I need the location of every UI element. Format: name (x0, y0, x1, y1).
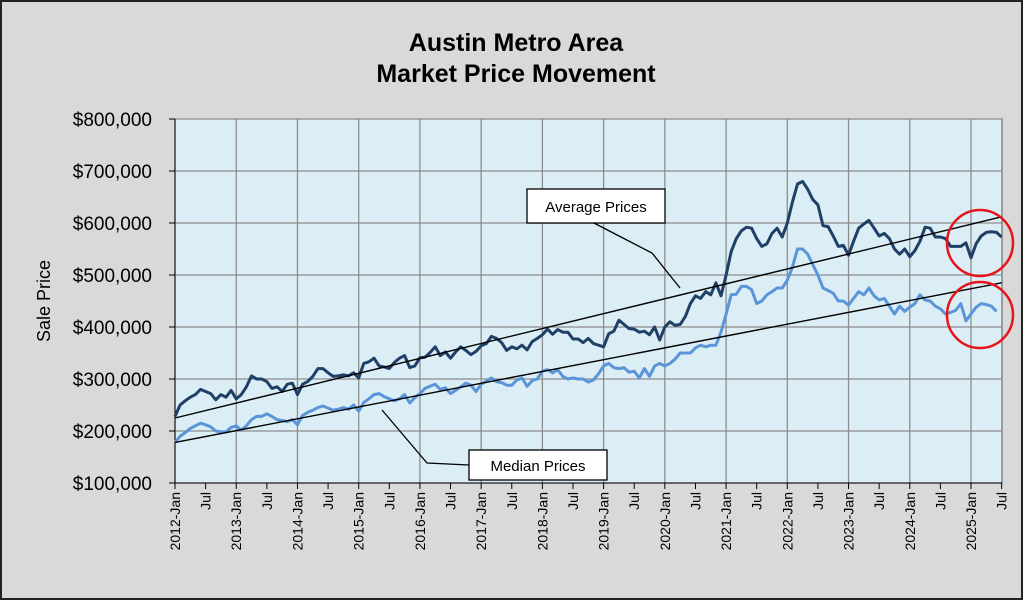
x-tick-label: Jul (320, 492, 336, 510)
median-prices-line (173, 247, 998, 444)
plot-area (174, 118, 1003, 484)
trend-lines (174, 216, 1002, 444)
y-tick-label: $400,000 (73, 318, 152, 339)
x-tick-label: 2024-Jan (902, 492, 918, 550)
x-tick-label: 2015-Jan (351, 492, 367, 550)
y-tick-label: $300,000 (73, 370, 152, 391)
x-tick-label: Jul (687, 492, 703, 510)
x-tick-label: Jul (932, 492, 948, 510)
chart-title-line-2: Market Price Movement (376, 60, 656, 88)
x-tick-label: Jul (381, 492, 397, 510)
x-tick-label: 2014-Jan (289, 492, 305, 550)
median-callout-text: Median Prices (490, 458, 585, 475)
x-tick-label: 2025-Jan (963, 492, 979, 550)
y-tick-label: $800,000 (73, 110, 152, 131)
x-tick-label: Jul (626, 492, 642, 510)
x-tick-label: 2022-Jan (779, 492, 795, 550)
x-tick-label: Jul (259, 492, 275, 510)
x-tick-label: 2012-Jan (167, 492, 183, 550)
x-tick-label: 2020-Jan (657, 492, 673, 550)
x-tick-label: Jul (198, 492, 214, 510)
median-highlight-circle (945, 280, 1015, 350)
x-tick-label: Jul (565, 492, 581, 510)
x-tick-label: Jul (443, 492, 459, 510)
x-tick-label: Jul (810, 492, 826, 510)
average-highlight-circle (945, 208, 1015, 278)
y-tick-label: $700,000 (73, 162, 152, 183)
y-axis-label: Sale Price (34, 260, 54, 342)
y-tick-label: $600,000 (73, 214, 152, 235)
x-tick-label: 2021-Jan (718, 492, 734, 550)
median-prices-callout: Median Prices (381, 409, 608, 481)
chart-title-line-1: Austin Metro Area (409, 29, 624, 57)
average-prices-callout: Average Prices (526, 188, 681, 289)
x-tick-label: 2023-Jan (841, 492, 857, 550)
average-callout-leader (591, 221, 681, 289)
y-tick-label: $500,000 (73, 266, 152, 287)
y-axis-ticks: $100,000 $200,000 $300,000 $400,000 $500,000… (73, 110, 175, 495)
y-tick-label: $100,000 (73, 474, 152, 495)
median-callout-box (468, 449, 608, 481)
x-tick-label: Jul (749, 492, 765, 510)
median-callout-leader (381, 409, 470, 466)
x-tick-label: Jul (871, 492, 887, 510)
average-callout-box (526, 188, 666, 224)
x-tick-label: 2016-Jan (412, 492, 428, 550)
y-tick-label: $200,000 (73, 422, 152, 443)
median-trend-line (174, 282, 1002, 444)
x-tick-label: Jul (504, 492, 520, 510)
average-prices-line (173, 179, 1003, 418)
average-trend-line (174, 216, 1002, 419)
average-callout-text: Average Prices (545, 199, 646, 216)
x-tick-label: Jul (994, 492, 1010, 510)
x-tick-label: 2019-Jan (596, 492, 612, 550)
x-tick-label: 2013-Jan (228, 492, 244, 550)
series-lines (173, 179, 1003, 444)
x-axis-ticks: 2012-Jan Jul 2013-Jan Jul 2014-Jan Jul 2015-Ja… (167, 483, 1010, 550)
x-tick-label: 2017-Jan (473, 492, 489, 550)
x-tick-label: 2018-Jan (534, 492, 550, 550)
